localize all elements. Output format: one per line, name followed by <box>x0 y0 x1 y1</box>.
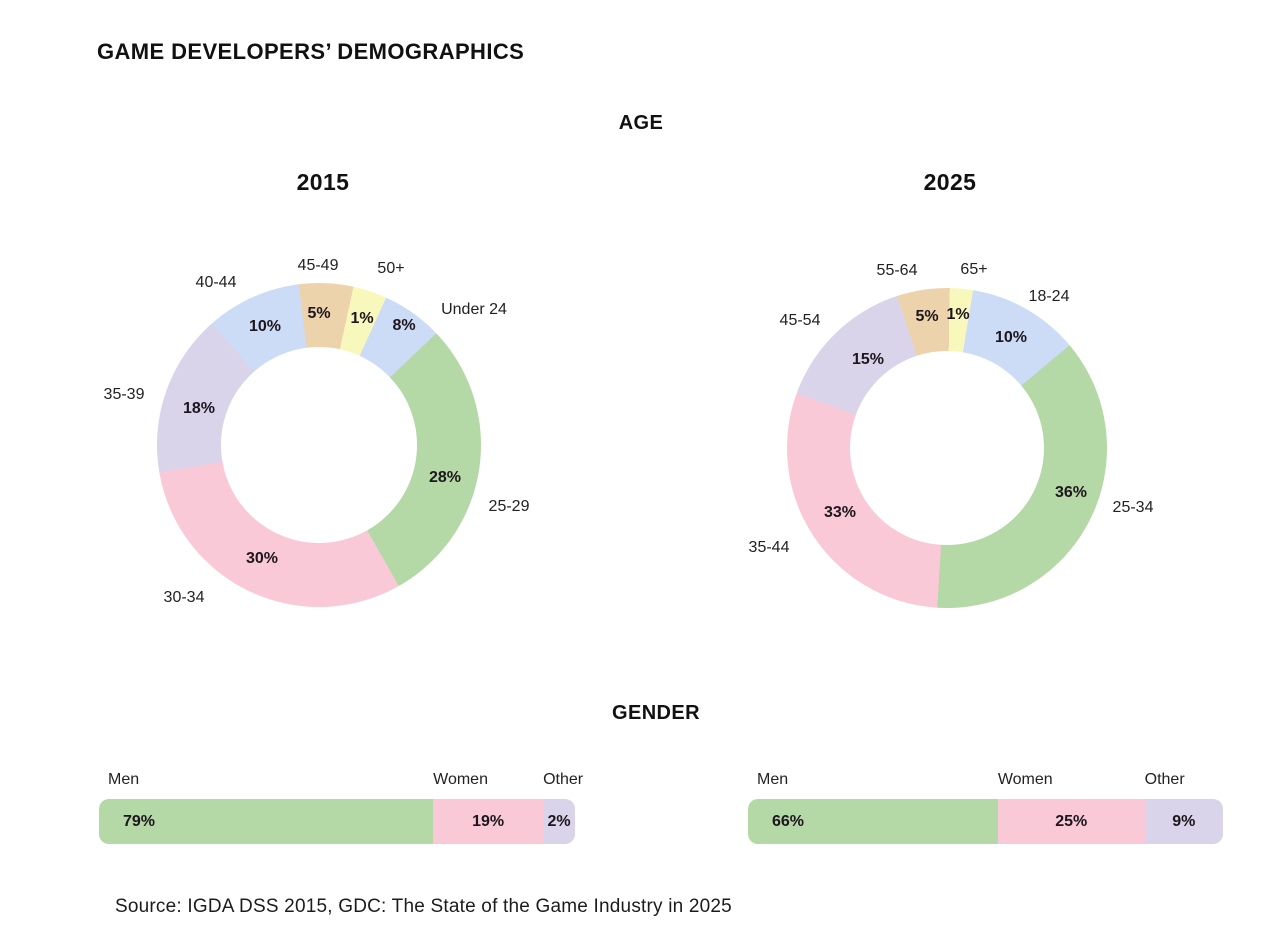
gender-category-label: Women <box>997 771 1053 788</box>
gender-percent-label: 79% <box>123 812 156 830</box>
donut-percent-label: 5% <box>307 305 331 322</box>
donut-slice-label: 25-29 <box>488 498 530 515</box>
donut-hole <box>221 347 417 543</box>
donut-percent-label: 15% <box>851 351 885 368</box>
gender-bar-segment-other: 9% <box>1144 799 1223 844</box>
gender-category-label: Men <box>757 771 789 788</box>
donut-slice-label: 65+ <box>960 261 988 278</box>
donut-slice-label: 35-44 <box>748 539 790 556</box>
donut-chart-2025 <box>787 288 1107 608</box>
gender-percent-label: 9% <box>1172 812 1196 830</box>
donut-percent-label: 8% <box>392 317 416 334</box>
page-title: GAME DEVELOPERS’ DEMOGRAPHICS <box>97 39 525 64</box>
donut-percent-label: 33% <box>823 504 857 521</box>
donut-slice-label: 40-44 <box>195 274 237 291</box>
donut-percent-label: 5% <box>915 308 939 325</box>
donut-slice-label: 35-39 <box>103 386 145 403</box>
gender-bar-2025: 66% 25% 9% <box>748 799 1223 844</box>
donut-slice-label: 45-54 <box>779 312 821 329</box>
donut-slice-label: 50+ <box>377 260 405 277</box>
gender-bar-2015: 79% 19% 2% <box>99 799 575 844</box>
gender-category-label: Other <box>543 771 584 788</box>
donut-slice-label: 30-34 <box>163 589 205 606</box>
donut-percent-label: 10% <box>248 318 282 335</box>
donut-slice-label: 55-64 <box>876 262 918 279</box>
gender-percent-label: 19% <box>472 812 505 830</box>
gender-bar-segment-men: 79% <box>99 799 434 844</box>
gender-percent-label: 66% <box>772 812 805 830</box>
donut-slice-label: 45-49 <box>297 257 339 274</box>
donut-percent-label: 18% <box>182 400 216 417</box>
gender-category-label: Men <box>108 771 140 788</box>
gender-category-label: Other <box>1144 771 1185 788</box>
source-note: Source: IGDA DSS 2015, GDC: The State of… <box>115 896 732 917</box>
donut-2025-title: 2025 <box>923 169 977 195</box>
donut-slice-label: 18-24 <box>1028 288 1070 305</box>
gender-percent-label: 2% <box>547 812 571 830</box>
gender-bar-segment-women: 25% <box>997 799 1145 844</box>
gender-category-label: Women <box>433 771 488 788</box>
gender-section-heading: GENDER <box>612 702 700 724</box>
donut-percent-label: 10% <box>994 329 1028 346</box>
donut-percent-label: 36% <box>1054 484 1088 501</box>
gender-bar-segment-women: 19% <box>433 799 544 844</box>
donut-hole <box>850 351 1044 545</box>
donut-percent-label: 1% <box>946 306 970 323</box>
donut-2015-title: 2015 <box>296 169 350 195</box>
donut-percent-label: 28% <box>428 469 462 486</box>
donut-percent-label: 1% <box>350 310 374 327</box>
age-section-heading: AGE <box>618 112 664 134</box>
donut-slice-label: 25-34 <box>1112 499 1154 516</box>
donut-chart-2015 <box>157 283 481 607</box>
donut-slice-label: Under 24 <box>441 301 507 318</box>
donut-percent-label: 30% <box>245 550 279 567</box>
gender-bar-segment-other: 2% <box>543 799 575 844</box>
gender-bar-segment-men: 66% <box>748 799 998 844</box>
gender-percent-label: 25% <box>1055 812 1088 830</box>
